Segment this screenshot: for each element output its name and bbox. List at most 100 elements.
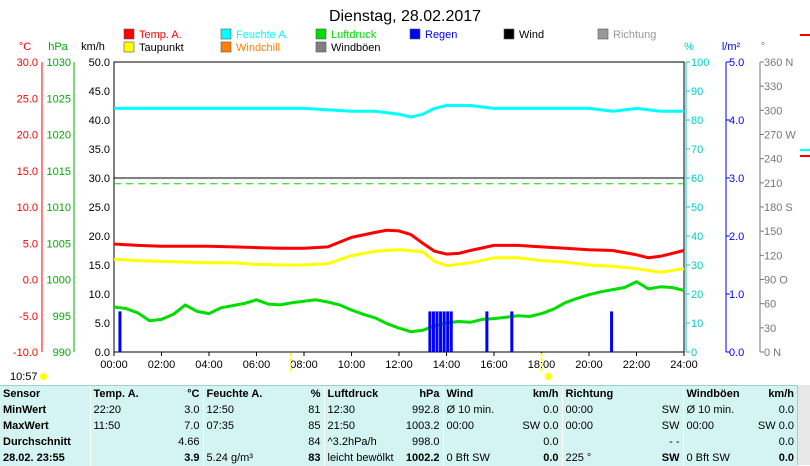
legend-label: Richtung bbox=[613, 29, 656, 41]
axis-tick-label: 5.0 bbox=[729, 57, 744, 69]
table-cell bbox=[89, 450, 150, 466]
legend-swatch bbox=[503, 28, 515, 40]
table-cell: 0.0 bbox=[543, 452, 559, 464]
rain-bar bbox=[435, 311, 439, 352]
table-cell: 00:00 bbox=[561, 418, 642, 434]
table-cell: 21:50 bbox=[323, 418, 394, 434]
axis-tick-label: -10.0 bbox=[13, 347, 38, 359]
legend-label: Feuchte A. bbox=[236, 29, 289, 41]
rain-bar bbox=[439, 311, 443, 352]
axis-tick-label: 10 bbox=[691, 318, 703, 330]
axis-tick-label: 180 S bbox=[764, 202, 793, 214]
axis-tick-label: 990 bbox=[53, 347, 71, 359]
legend-swatch bbox=[123, 28, 135, 40]
axis-tick-label: 995 bbox=[53, 311, 71, 323]
table-row: MaxWert 11:50 7.0 07:35 85 21:50 1003.2 00:00 SW… bbox=[0, 418, 797, 434]
axis-tick-label: 240 bbox=[764, 154, 782, 166]
legend-swatch bbox=[597, 28, 609, 40]
table-cell: ^3.2hPa/h bbox=[323, 434, 394, 450]
table-header-cell: Windböen bbox=[682, 386, 753, 402]
x-tick-label: 24:00 bbox=[670, 359, 698, 371]
axis-tick-label: 0.0 bbox=[95, 347, 110, 359]
axis-tick-label: 210 bbox=[764, 178, 782, 190]
time-bar: 10:57 bbox=[0, 371, 810, 385]
table-cell: 992.8 bbox=[411, 404, 440, 416]
axis-tick-label: 4.0 bbox=[729, 115, 744, 127]
rain-bar bbox=[449, 311, 453, 352]
table-cell bbox=[442, 434, 507, 450]
table-cell: SW bbox=[661, 452, 680, 464]
table-cell: 5.24 g/m³ bbox=[202, 450, 273, 466]
table-cell: 4.66 bbox=[178, 436, 200, 448]
table-header-cell: km/h bbox=[768, 388, 794, 400]
axis-tick-label: 25.0 bbox=[17, 93, 38, 105]
table-cell: 00:00 bbox=[561, 402, 642, 418]
axis-tick-label: 90 O bbox=[764, 275, 788, 287]
series-line bbox=[113, 248, 685, 274]
axis-tick-label: 1015 bbox=[47, 166, 71, 178]
x-tick-label: 20:00 bbox=[575, 359, 603, 371]
axis-tick-label: 35.0 bbox=[89, 144, 110, 156]
axis-tick-label: 1025 bbox=[47, 93, 71, 105]
axis-tick-label: 15.0 bbox=[89, 260, 110, 272]
table-cell: 12:30 bbox=[323, 402, 394, 418]
table-header-cell bbox=[642, 386, 683, 402]
x-tick-label: 16:00 bbox=[480, 359, 508, 371]
legend-label: Windböen bbox=[331, 42, 381, 54]
table-header-cell: Luftdruck bbox=[323, 386, 394, 402]
rain-bar bbox=[431, 311, 435, 352]
axis-tick-label: 360 N bbox=[764, 57, 793, 69]
table-cell: leicht bewölkt bbox=[323, 450, 394, 466]
table-cell: Ø 10 min. bbox=[442, 402, 507, 418]
plot-area bbox=[113, 61, 685, 353]
table-cell bbox=[682, 434, 753, 450]
axis-tick-label: 270 W bbox=[764, 130, 796, 142]
axis-tick-label: 1030 bbox=[47, 57, 71, 69]
table-cell: 11:50 bbox=[89, 418, 150, 434]
axis-tick-label: 90 bbox=[691, 86, 703, 98]
table-row-label: MinWert bbox=[3, 404, 47, 416]
axis-tick-label: 45.0 bbox=[89, 86, 110, 98]
axis-tick-label: 0.0 bbox=[23, 275, 38, 287]
vertical-scrollbar[interactable] bbox=[797, 385, 810, 465]
axis-tick-label: 1.0 bbox=[729, 289, 744, 301]
rain-bar bbox=[446, 311, 450, 352]
table-header-cell: Temp. A. bbox=[89, 386, 150, 402]
legend-label: Windchill bbox=[236, 42, 280, 54]
axis-unit: % bbox=[684, 41, 694, 53]
table-cell: 81 bbox=[308, 404, 321, 416]
table-cell bbox=[561, 434, 642, 450]
table-cell: 998.0 bbox=[411, 436, 440, 448]
axis-tick-label: 1000 bbox=[47, 275, 71, 287]
rain-bar bbox=[118, 311, 122, 352]
axis-tick-label: 30 bbox=[691, 260, 703, 272]
legend-label: Wind bbox=[519, 29, 544, 41]
rain-bar bbox=[442, 311, 446, 352]
stats-panel: Sensor Temp. A. °C Feuchte A.% Luftdruck hPa W… bbox=[0, 385, 797, 466]
table-cell: 0.0 bbox=[543, 404, 559, 416]
axis-tick-label: 20.0 bbox=[89, 231, 110, 243]
moon-icon bbox=[545, 373, 552, 380]
axis-tick-label: 40.0 bbox=[89, 115, 110, 127]
table-row-label: Durchschnitt bbox=[3, 436, 71, 448]
weather-chart: Dienstag, 28.02.2017 Temp. A. Feuchte A. L… bbox=[13, 8, 810, 372]
series-line bbox=[114, 104, 684, 119]
axis-tick-label: 10.0 bbox=[89, 289, 110, 301]
table-cell: 0.0 bbox=[778, 436, 794, 448]
axis-tick-label: 1005 bbox=[47, 238, 71, 250]
rain-bar bbox=[428, 311, 432, 352]
axis-tick-label: 50.0 bbox=[89, 57, 110, 69]
axis-tick-label: 70 bbox=[691, 144, 703, 156]
chart-axes: 00:00 02:00 04:00 06:00 08:00 10:00 12:00 14:00… bbox=[13, 41, 796, 371]
axis-unit: °C bbox=[19, 41, 31, 53]
table-cell: - - bbox=[669, 436, 680, 448]
chart-series bbox=[113, 34, 810, 372]
table-cell: 7.0 bbox=[184, 420, 200, 432]
table-header-row: Sensor Temp. A. °C Feuchte A.% Luftdruck hPa W… bbox=[0, 386, 797, 402]
x-tick-label: 10:00 bbox=[338, 359, 366, 371]
table-header-cell: Richtung bbox=[561, 386, 642, 402]
legend-label: Luftdruck bbox=[331, 29, 377, 41]
table-cell: SW 0.0 bbox=[522, 420, 559, 432]
legend-swatch bbox=[315, 28, 327, 40]
table-cell: 0 Bft SW bbox=[682, 450, 753, 466]
